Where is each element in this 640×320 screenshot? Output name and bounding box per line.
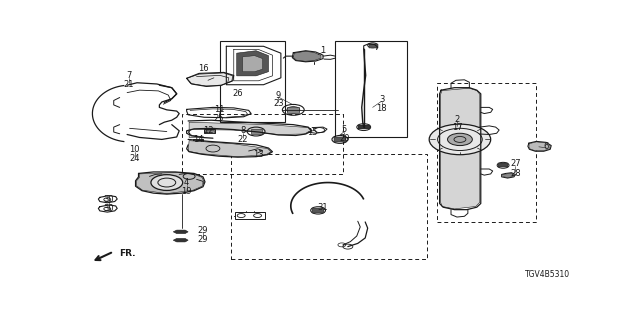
Bar	[437, 83, 536, 222]
Polygon shape	[312, 208, 324, 213]
Circle shape	[447, 133, 472, 146]
Polygon shape	[334, 137, 346, 142]
Text: 18: 18	[376, 104, 387, 113]
Polygon shape	[529, 142, 550, 151]
Text: 24: 24	[129, 154, 140, 163]
Text: FR.: FR.	[118, 250, 135, 259]
Text: 9: 9	[276, 91, 281, 100]
Text: 30: 30	[104, 195, 114, 204]
Bar	[235, 212, 264, 219]
Text: 12: 12	[203, 125, 213, 135]
Text: 29: 29	[198, 235, 208, 244]
Text: 19: 19	[181, 187, 192, 196]
Text: 3: 3	[379, 95, 384, 104]
Text: 8: 8	[240, 126, 245, 135]
Bar	[193, 139, 203, 143]
Text: 17: 17	[452, 123, 462, 132]
Polygon shape	[173, 238, 188, 242]
Bar	[231, 154, 428, 259]
Circle shape	[151, 175, 182, 190]
Polygon shape	[293, 51, 321, 61]
Polygon shape	[136, 172, 204, 194]
Text: 30: 30	[104, 204, 114, 213]
Polygon shape	[369, 44, 378, 48]
Text: TGV4B5310: TGV4B5310	[525, 270, 570, 279]
Polygon shape	[188, 141, 271, 157]
Polygon shape	[502, 173, 515, 178]
Text: 14: 14	[193, 135, 204, 144]
Bar	[182, 114, 343, 174]
Text: 7: 7	[126, 71, 131, 80]
Bar	[220, 41, 285, 122]
Text: 15: 15	[307, 128, 317, 137]
Text: 11: 11	[214, 105, 224, 114]
Polygon shape	[358, 125, 370, 129]
Polygon shape	[237, 51, 269, 76]
Polygon shape	[194, 140, 202, 143]
Bar	[204, 129, 215, 133]
Text: 5: 5	[342, 125, 347, 134]
Polygon shape	[440, 88, 480, 209]
Text: 31: 31	[317, 203, 328, 212]
Text: 20: 20	[339, 134, 349, 143]
Polygon shape	[187, 73, 233, 86]
Text: 2: 2	[454, 115, 460, 124]
Bar	[335, 41, 408, 137]
Polygon shape	[205, 130, 214, 133]
Text: 29: 29	[198, 226, 208, 235]
Polygon shape	[251, 129, 262, 134]
Polygon shape	[243, 56, 262, 72]
Text: 1: 1	[321, 46, 326, 55]
Text: 21: 21	[124, 80, 134, 89]
Polygon shape	[188, 122, 310, 138]
Text: 28: 28	[510, 169, 521, 179]
Polygon shape	[173, 230, 188, 234]
Text: 27: 27	[510, 159, 521, 168]
Text: 26: 26	[232, 89, 243, 98]
Text: 22: 22	[237, 135, 248, 144]
Polygon shape	[498, 163, 508, 167]
Text: 10: 10	[129, 145, 140, 154]
Text: 6: 6	[543, 142, 549, 151]
Text: 13: 13	[253, 150, 264, 159]
Text: 25: 25	[214, 114, 224, 123]
Text: 4: 4	[184, 178, 189, 187]
Polygon shape	[287, 107, 300, 113]
Circle shape	[429, 124, 491, 155]
Text: 23: 23	[273, 99, 284, 108]
Text: 16: 16	[198, 64, 209, 73]
